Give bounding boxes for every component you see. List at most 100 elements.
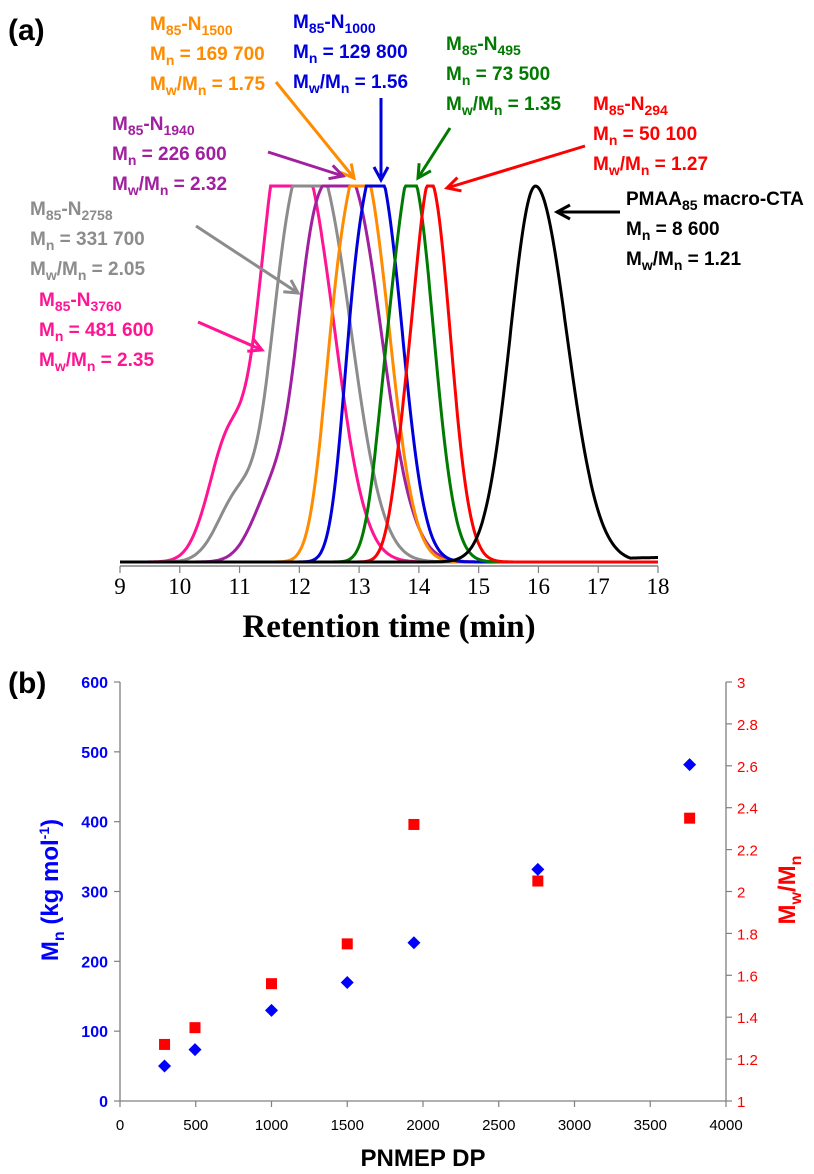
b-yl-tick-label: 100 <box>81 1024 108 1041</box>
gpc-trace-macro <box>120 184 658 564</box>
mn-label-sub: n <box>51 931 68 941</box>
a-x-tick-label: 12 <box>288 574 311 599</box>
arrow-macro <box>553 203 620 221</box>
b-yr-tick-label: 1.2 <box>737 1052 758 1069</box>
b-x-tick-label: 2000 <box>406 1117 439 1134</box>
b-x-tick-label: 3000 <box>558 1117 591 1134</box>
dispersity-point <box>189 1022 201 1034</box>
a-x-tick-label: 10 <box>168 574 191 599</box>
annotation-n495: M85-N495 Mn = 73 500 Mw/Mn = 1.35 <box>446 34 561 118</box>
a-x-tick-label: 9 <box>114 574 126 599</box>
arrow-n1500 <box>274 81 356 181</box>
svg-text:Mn = 331 700: Mn = 331 700 <box>30 229 145 253</box>
gpc-trace-n294 <box>120 184 658 564</box>
b-yr-tick-label: 1 <box>737 1094 745 1111</box>
b-yr-tick-label: 2.2 <box>737 843 758 860</box>
b-y-axis-right-label: Mw/Mn <box>774 856 805 925</box>
mn-point <box>683 758 697 772</box>
svg-text:Mn = 73 500: Mn = 73 500 <box>446 64 550 88</box>
b-x-tick-label: 2500 <box>482 1117 515 1134</box>
panel-b-label: (b) <box>8 667 46 700</box>
svg-text:Mw/Mn = 1.56: Mw/Mn = 1.56 <box>293 72 408 96</box>
arrow-n294 <box>443 144 586 193</box>
svg-text:Mn = 8 600: Mn = 8 600 <box>626 219 720 243</box>
dispersity-point <box>532 875 544 887</box>
a-x-ticks: 9 10 11 12 13 14 15 16 17 18 <box>114 566 670 599</box>
svg-text:M85-N2758: M85-N2758 <box>30 199 113 223</box>
b-x-tick-label: 3500 <box>634 1117 667 1134</box>
svg-text:Mw/Mn = 1.21: Mw/Mn = 1.21 <box>626 249 741 273</box>
gpc-curves <box>120 184 658 564</box>
arrow-n2758 <box>195 224 301 295</box>
svg-text:M85-N294: M85-N294 <box>593 94 668 118</box>
svg-text:PMAA85 macro-CTA: PMAA85 macro-CTA <box>626 189 804 213</box>
a-x-tick-label: 14 <box>407 574 431 599</box>
svg-text:Mw/Mn = 1.75: Mw/Mn = 1.75 <box>150 74 265 98</box>
b-yr-tick-label: 2.4 <box>737 801 758 818</box>
gpc-traces-chart: 9 10 11 12 13 14 15 16 17 18 Retention time (min)… <box>30 12 804 645</box>
b-yl-tick-label: 0 <box>99 1094 108 1111</box>
dispersity-point <box>684 812 696 824</box>
b-x-tick-label: 1000 <box>255 1117 288 1134</box>
b-yl-tick-label: 400 <box>81 815 108 832</box>
mn-point <box>158 1059 172 1073</box>
b-yr-tick-label: 3 <box>737 675 745 692</box>
svg-text:Mw/Mn = 2.32: Mw/Mn = 2.32 <box>112 174 227 198</box>
annotation-n1500: M85-N1500 Mn = 169 700 Mw/Mn = 1.75 <box>150 14 265 98</box>
svg-text:M85-N1500: M85-N1500 <box>150 14 233 38</box>
b-x-tick-label: 500 <box>183 1117 208 1134</box>
annotation-n1000: M85-N1000 Mn = 129 800 Mw/Mn = 1.56 <box>293 12 408 96</box>
annotation-macro: PMAA85 macro-CTA Mn = 8 600 Mw/Mn = 1.21 <box>626 189 804 273</box>
b-yl-tick-label: 500 <box>81 745 108 762</box>
svg-text:Mw/Mn = 2.35: Mw/Mn = 2.35 <box>39 350 154 374</box>
svg-text:Mn = 129 800: Mn = 129 800 <box>293 42 408 66</box>
mn-point <box>265 1003 278 1017</box>
annotation-n2758: M85-N2758 Mn = 331 700 Mw/Mn = 2.05 <box>30 199 145 283</box>
panel-a-label: (a) <box>8 14 45 47</box>
svg-text:Mw/Mn = 2.05: Mw/Mn = 2.05 <box>30 259 145 283</box>
arrow-n3760 <box>197 320 265 353</box>
b-points <box>158 758 697 1073</box>
arrow-n495 <box>416 127 452 181</box>
mn-label-rest: (kg mol <box>37 839 64 931</box>
svg-text:Mn = 226 600: Mn = 226 600 <box>112 144 227 168</box>
svg-text:Mw/Mn = 1.27: Mw/Mn = 1.27 <box>593 154 708 178</box>
dispersity-point <box>408 818 420 830</box>
b-yl-tick-label: 200 <box>81 954 108 971</box>
b-x-tick-label: 4000 <box>709 1117 742 1134</box>
a-x-tick-label: 15 <box>467 574 490 599</box>
b-yr-tick-label: 2.6 <box>737 759 758 776</box>
svg-text:Mn = 50 100: Mn = 50 100 <box>593 124 697 148</box>
annotation-n294: M85-N294 Mn = 50 100 Mw/Mn = 1.27 <box>593 94 708 178</box>
svg-text:M85-N1940: M85-N1940 <box>112 114 195 138</box>
gpc-annotations: M85-N1500 Mn = 169 700 Mw/Mn = 1.75 M85-N10… <box>30 12 804 374</box>
dispersity-point <box>266 978 277 990</box>
svg-text:Mn = 169 700: Mn = 169 700 <box>150 44 265 68</box>
arrow-n1940 <box>267 150 347 181</box>
b-yr-tick-label: 2 <box>737 885 745 902</box>
gpc-arrows <box>195 81 620 353</box>
mn-label-sup: -1 <box>36 827 52 840</box>
b-ticks: 0 500 1000 1500 2000 2500 3000 3500 400001002003… <box>81 675 758 1134</box>
a-x-tick-label: 13 <box>348 574 371 599</box>
svg-text:M85-N495: M85-N495 <box>446 34 521 58</box>
b-yr-tick-label: 1.4 <box>737 1010 758 1027</box>
b-yr-tick-label: 1.6 <box>737 968 758 985</box>
mn-point <box>407 936 421 950</box>
mn-point <box>188 1043 202 1057</box>
b-y-axis-left-label: Mn (kg mol-1) <box>36 819 68 961</box>
b-yr-tick-label: 1.8 <box>737 926 758 943</box>
mn-point <box>340 975 354 989</box>
svg-text:Mn = 481 600: Mn = 481 600 <box>39 320 154 344</box>
svg-text:M85-N3760: M85-N3760 <box>39 290 122 314</box>
b-x-tick-label: 0 <box>116 1117 124 1134</box>
mn-point <box>531 862 545 876</box>
b-yl-tick-label: 300 <box>81 885 108 902</box>
a-x-axis-label: Retention time (min) <box>242 609 535 645</box>
annotation-n1940: M85-N1940 Mn = 226 600 Mw/Mn = 2.32 <box>112 114 227 198</box>
mn-dispersity-chart: 0 500 1000 1500 2000 2500 3000 3500 400001002003… <box>36 675 805 1172</box>
b-x-tick-label: 1500 <box>331 1117 364 1134</box>
a-x-tick-label: 11 <box>228 574 250 599</box>
svg-text:Mw/Mn = 1.35: Mw/Mn = 1.35 <box>446 94 561 118</box>
